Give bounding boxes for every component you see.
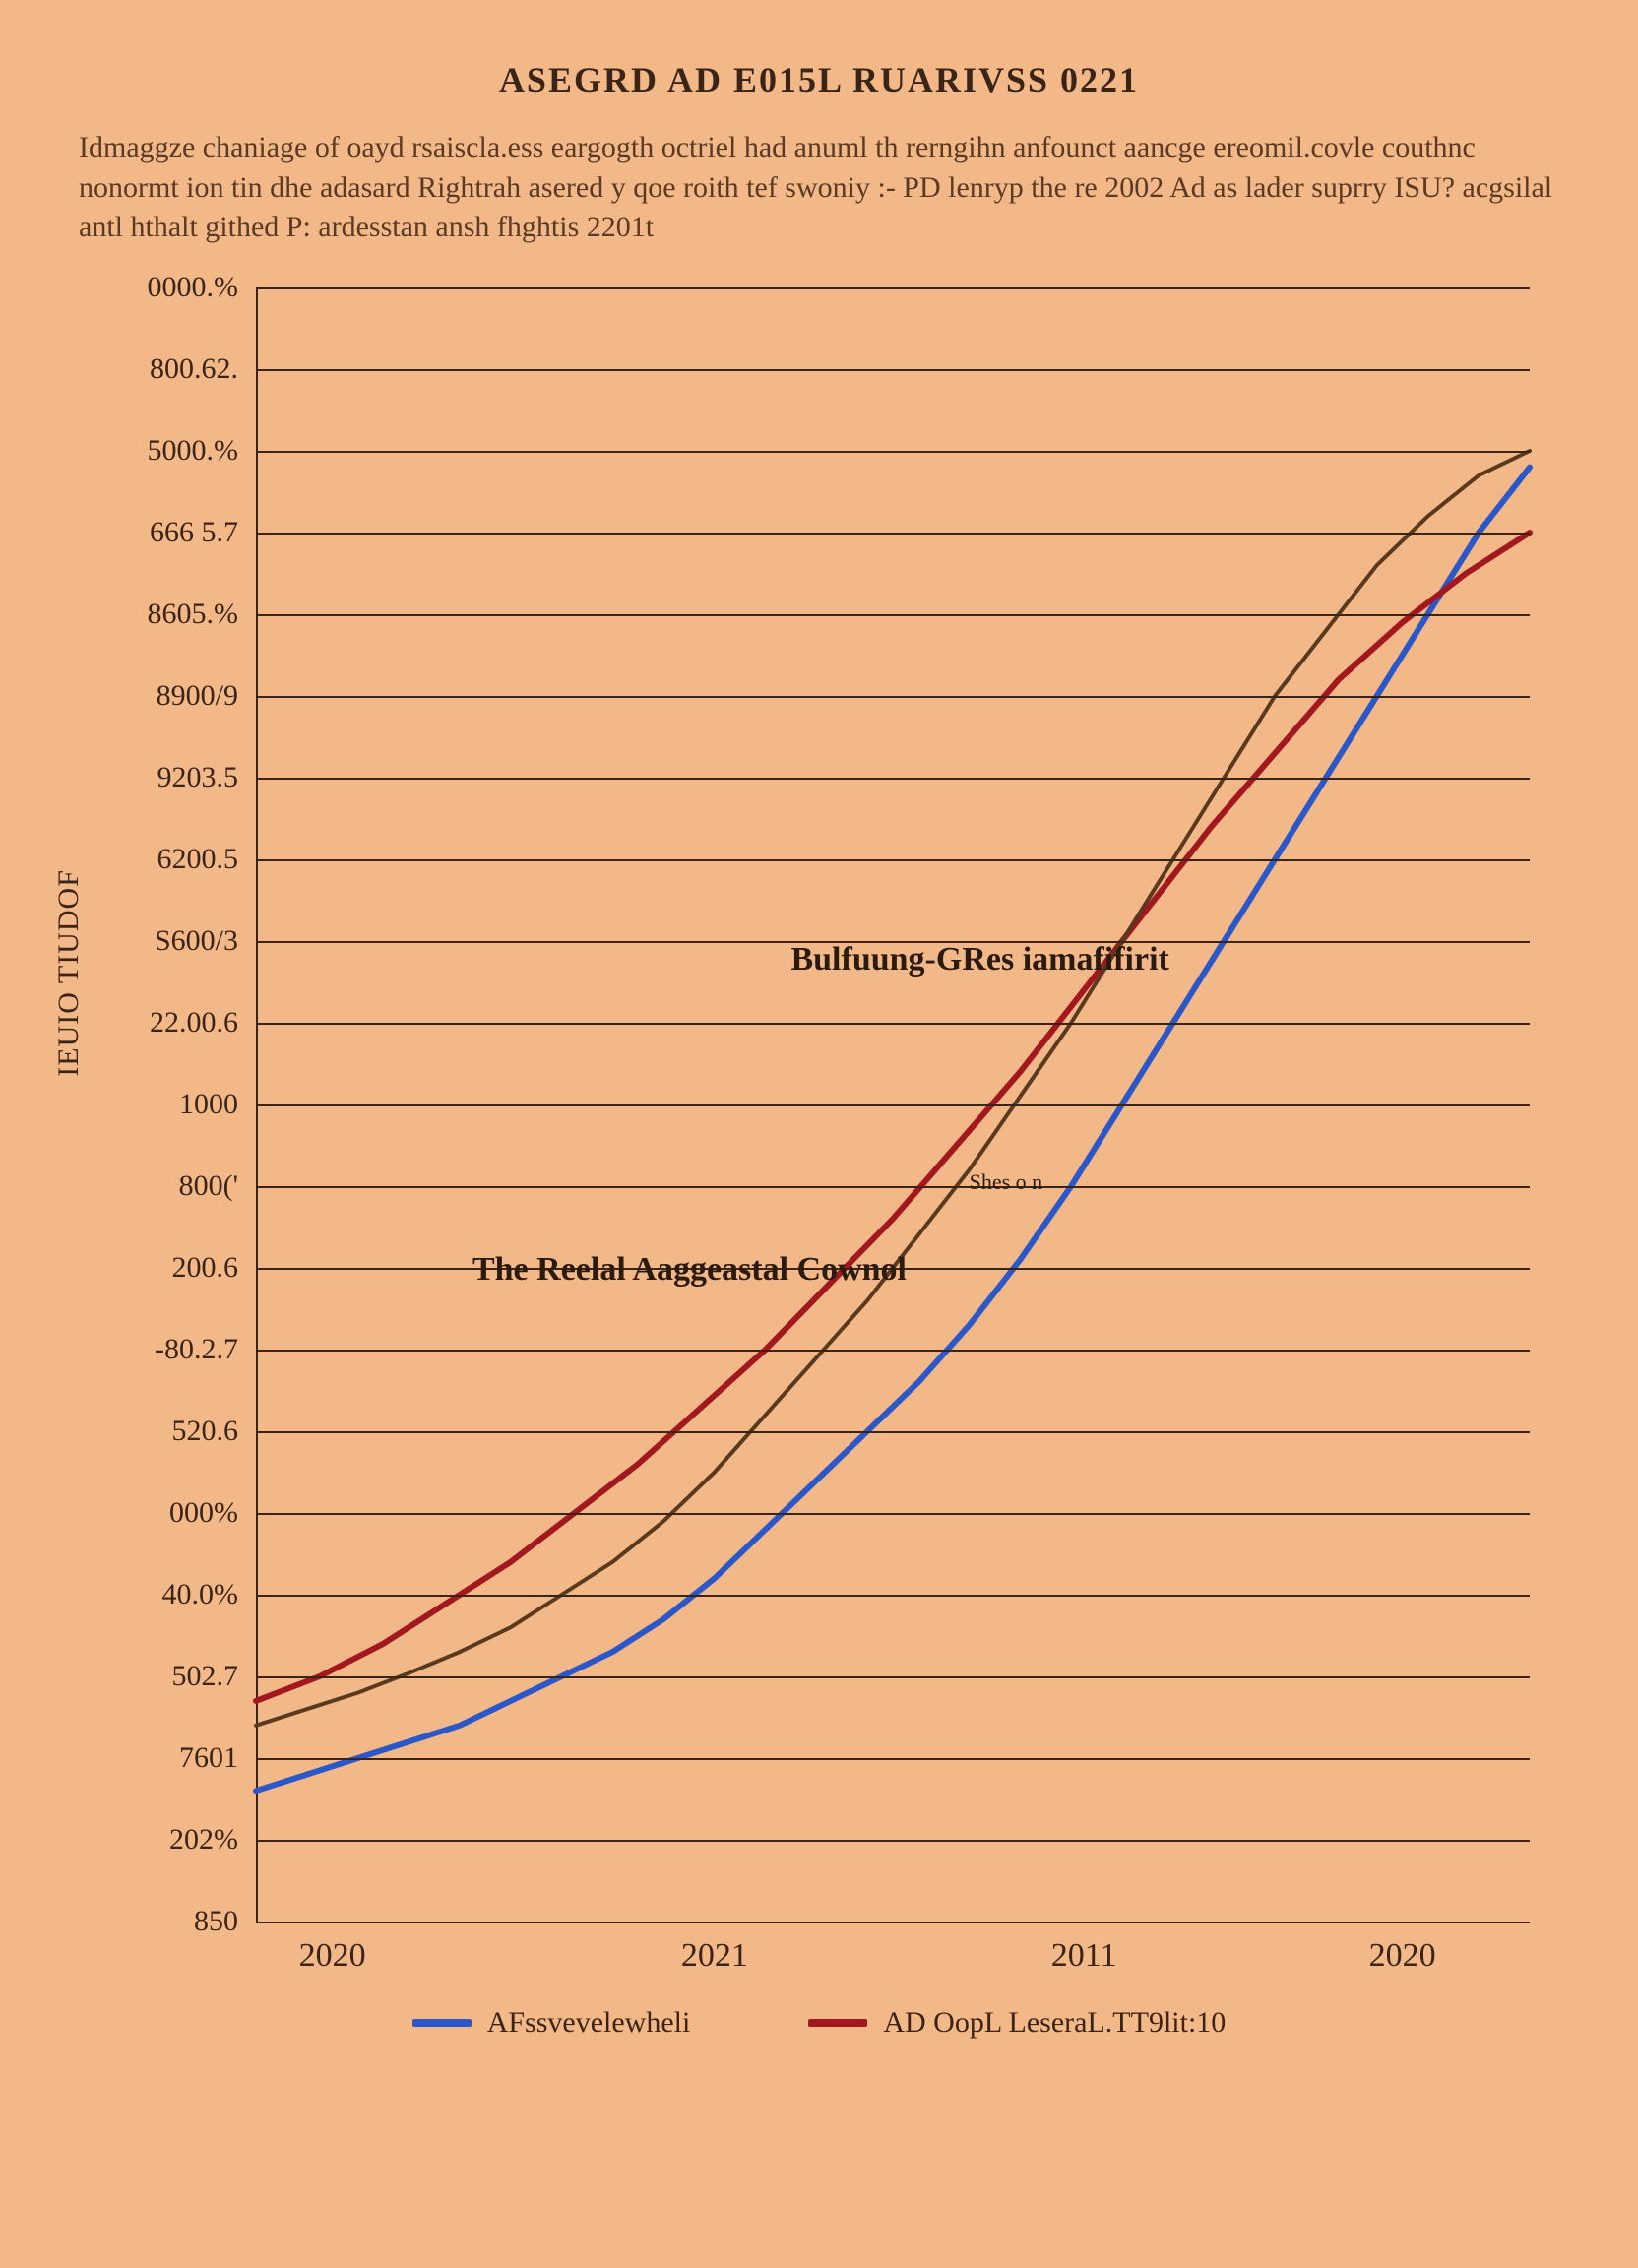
page-root: ASEGRD AD E015L RUARIVSS 0221 Idmaggze c… — [0, 0, 1638, 2268]
y-tick-label: 0000.% — [148, 271, 257, 304]
x-tick-label: 2020 — [299, 1922, 366, 1975]
gridline — [256, 1922, 1530, 1923]
y-tick-label: 40.0% — [162, 1578, 257, 1611]
chart-description: Idmaggze chaniage of oayd rsaiscla.ess e… — [79, 128, 1559, 248]
gridline — [256, 859, 1530, 861]
legend-item: AFssvevelewheli — [412, 2006, 691, 2040]
y-tick-label: 000% — [169, 1496, 256, 1530]
gridline — [256, 451, 1530, 453]
gridline — [256, 778, 1530, 780]
gridline — [256, 1104, 1530, 1106]
series-line-blue — [256, 467, 1530, 1791]
gridline — [256, 1431, 1530, 1433]
legend-label: AD OopL LeseraL.TT9lit:10 — [883, 2006, 1226, 2040]
annotation: The Reelal Aaggeastal Cownol — [472, 1251, 907, 1289]
y-tick-label: -80.2.7 — [155, 1333, 256, 1366]
legend: AFssvevelewheli AD OopL LeseraL.TT9lit:10 — [79, 2006, 1559, 2040]
annotation: Shes o n — [970, 1169, 1043, 1195]
series-line-brown — [256, 451, 1530, 1726]
gridline — [256, 1758, 1530, 1760]
y-tick-label: 666 5.7 — [150, 516, 256, 549]
y-tick-label: 200.6 — [172, 1251, 257, 1285]
gridline — [256, 1595, 1530, 1597]
y-tick-label: 9203.5 — [158, 761, 257, 794]
gridline — [256, 1023, 1530, 1025]
chart-container: IEUIO TIUDOF 850202%7601502.740.0%000%52… — [79, 287, 1559, 2040]
y-tick-label: S600/3 — [155, 924, 256, 958]
gridline — [256, 533, 1530, 535]
y-tick-label: 850 — [194, 1905, 256, 1938]
y-tick-label: 22.00.6 — [150, 1006, 256, 1040]
x-tick-label: 2020 — [1369, 1922, 1436, 1975]
y-tick-label: 7601 — [179, 1741, 256, 1775]
gridline — [256, 1676, 1530, 1678]
gridline — [256, 696, 1530, 698]
gridline — [256, 287, 1530, 289]
x-tick-label: 2011 — [1051, 1922, 1117, 1975]
legend-swatch — [412, 2019, 472, 2027]
y-tick-label: 6200.5 — [158, 843, 257, 876]
y-tick-label: 8900/9 — [157, 679, 256, 713]
annotation: Bulfuung-GRes iamafifirit — [790, 941, 1168, 978]
gridline — [256, 1840, 1530, 1842]
y-tick-label: 800(' — [179, 1169, 256, 1203]
y-tick-label: 520.6 — [172, 1415, 257, 1448]
legend-label: AFssvevelewheli — [487, 2006, 691, 2040]
legend-swatch — [808, 2019, 867, 2027]
y-axis-title: IEUIO TIUDOF — [52, 869, 86, 1077]
x-tick-label: 2021 — [681, 1922, 748, 1975]
y-tick-label: 8605.% — [148, 598, 257, 631]
gridline — [256, 1350, 1530, 1352]
chart-title: ASEGRD AD E015L RUARIVSS 0221 — [79, 59, 1559, 100]
plot-area: 850202%7601502.740.0%000%520.6-80.2.7200… — [256, 287, 1530, 1922]
series-line-red — [256, 533, 1530, 1701]
gridline — [256, 1513, 1530, 1515]
y-tick-label: 800.62. — [150, 352, 256, 386]
gridline — [256, 369, 1530, 371]
y-tick-label: 202% — [169, 1823, 256, 1857]
gridline — [256, 1186, 1530, 1188]
y-tick-label: 1000 — [179, 1088, 256, 1121]
gridline — [256, 614, 1530, 616]
y-tick-label: 5000.% — [148, 434, 257, 468]
legend-item: AD OopL LeseraL.TT9lit:10 — [808, 2006, 1226, 2040]
y-tick-label: 502.7 — [172, 1660, 257, 1693]
